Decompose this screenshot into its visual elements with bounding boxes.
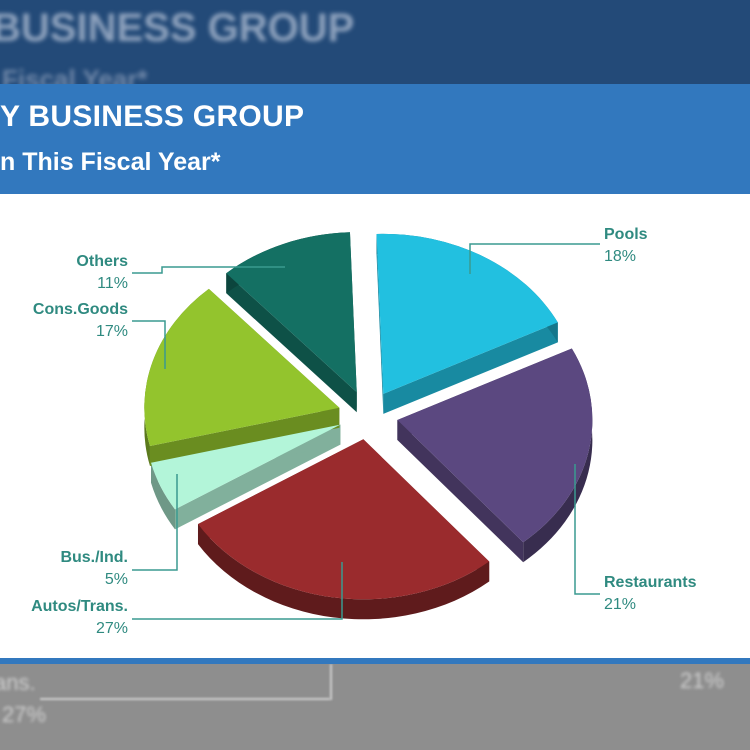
pie-slice-pools [376, 233, 558, 394]
pie-slice-side-cons-goods [149, 407, 340, 466]
pie-slice-cons-goods [144, 288, 340, 446]
pie-slice-side-pools [376, 233, 384, 414]
leader-line-restaurants [574, 464, 600, 595]
leader-line-bus-ind [132, 474, 178, 571]
background-leader-line [330, 664, 332, 700]
leader-line-autos-trans [132, 562, 343, 620]
background-value: 27% [2, 702, 47, 727]
background-leader-line [40, 698, 330, 700]
popup-header: Y BUSINESS GROUP n This Fiscal Year* [0, 84, 750, 194]
pie-chart: Pools 18% Restaurants 21% Autos/Trans. 27% Bus… [31, 226, 696, 637]
slice-label-bus-ind: Bus./Ind. [60, 549, 128, 566]
slice-label-cons-goods: Cons.Goods [33, 301, 128, 318]
pie-slice-side-others [226, 273, 357, 413]
pie-slice-bus-ind [151, 424, 341, 510]
slice-value-autos-trans: 27% [96, 620, 128, 637]
slice-value-others: 11% [97, 275, 128, 292]
pie-slice-tops [144, 232, 593, 600]
pie-slice-rim-autos-trans [197, 524, 490, 620]
pie-slice-others [226, 232, 357, 393]
slice-value-bus-ind: 5% [105, 571, 128, 588]
pie-slice-restaurants [397, 348, 593, 543]
slice-labels: Pools 18% Restaurants 21% Autos/Trans. 27% Bus… [31, 226, 696, 637]
pie-slice-rim-restaurants [523, 348, 593, 563]
slice-value-pools: 18% [604, 248, 636, 265]
leader-line-others [132, 266, 285, 274]
slice-value-restaurants: 21% [604, 596, 636, 613]
slice-label-others: Others [76, 253, 128, 270]
slice-label-restaurants: Restaurants [604, 574, 697, 591]
pie-slice-autos-trans [197, 439, 490, 600]
slice-label-autos-trans: Autos/Trans. [31, 598, 128, 615]
background-label: ans. [0, 670, 36, 695]
background-header [0, 0, 750, 90]
pie-slice-side-restaurants [397, 419, 524, 563]
popup-subtitle: n This Fiscal Year* [0, 148, 221, 176]
slice-value-cons-goods: 17% [96, 323, 128, 340]
background-title: BUSINESS GROUP [0, 6, 355, 50]
background-value: 21% [680, 668, 725, 693]
popup-bottom-border [0, 658, 750, 664]
leader-line-cons-goods [132, 320, 166, 369]
pie-slice-rim-bus-ind [151, 462, 175, 530]
leader-line-pools [469, 243, 600, 274]
pie-slice-side-pools [383, 322, 558, 414]
popup-title: Y BUSINESS GROUP [0, 100, 305, 133]
slice-label-pools: Pools [604, 226, 648, 243]
